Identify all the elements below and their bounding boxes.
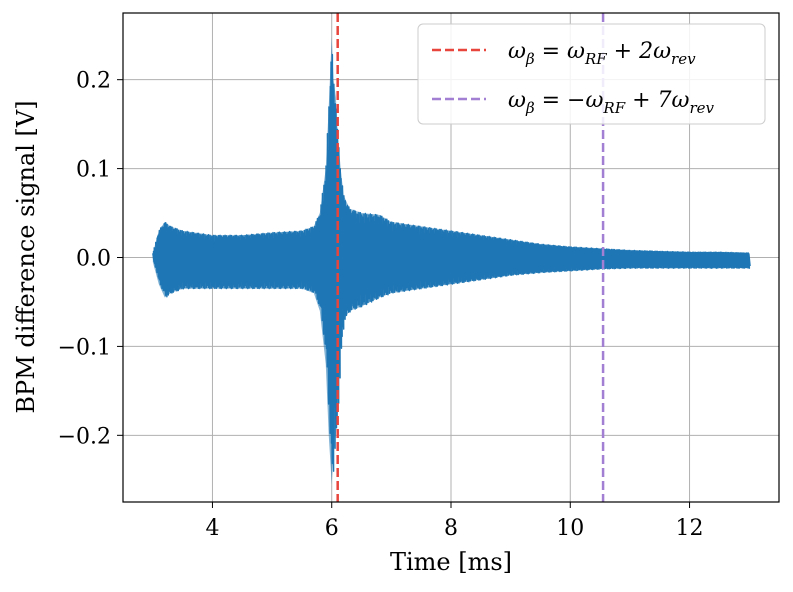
legend-subscript: rev (671, 50, 696, 68)
legend-omega: ω (508, 88, 526, 113)
legend-label-red: ωβ = ωRF + 2ωrev (508, 39, 696, 68)
x-axis-label: Time [ms] (390, 548, 512, 576)
signal-series (152, 37, 751, 485)
legend-omega: ω (508, 39, 526, 64)
legend-subscript: RF (602, 99, 625, 117)
y-tick-label: −0.2 (58, 424, 111, 449)
signal-envelope (152, 37, 750, 485)
x-tick-label: 8 (444, 516, 458, 541)
x-tick-label: 10 (556, 516, 584, 541)
x-tick-label: 6 (325, 516, 339, 541)
x-tick-label: 4 (205, 516, 219, 541)
legend-label-purple: ωβ = −ωRF + 7ωrev (508, 88, 715, 117)
legend-subscript: RF (584, 50, 607, 68)
legend-box (417, 23, 766, 125)
legend-subscript: rev (689, 99, 714, 117)
x-tick-label: 12 (676, 516, 704, 541)
legend: ωβ = ωRF + 2ωrev ωβ = −ωRF + 7ωrev (417, 23, 766, 125)
legend-subscript: β (525, 99, 535, 117)
y-tick-label: 0.1 (76, 158, 111, 183)
legend-text: = ω (535, 39, 585, 64)
legend-text: = −ω (535, 88, 604, 113)
legend-text: + 7ω (625, 88, 689, 113)
axis-ticks: 4 6 8 10 12 −0.2 −0.1 0.0 0.1 0.2 (58, 69, 704, 541)
legend-subscript: β (525, 50, 535, 68)
legend-text: + 2ω (607, 39, 671, 64)
y-tick-label: −0.1 (58, 335, 111, 360)
y-tick-label: 0.0 (76, 247, 111, 272)
y-tick-label: 0.2 (76, 69, 111, 94)
y-axis-label: BPM difference signal [V] (12, 100, 40, 413)
